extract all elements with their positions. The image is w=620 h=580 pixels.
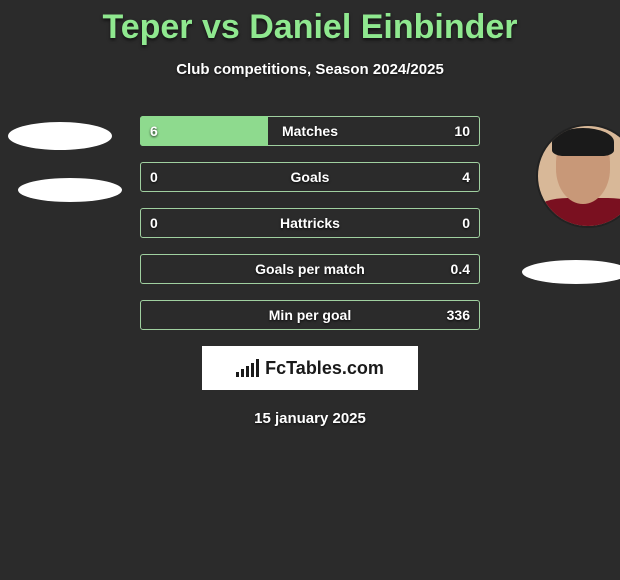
date-text: 15 january 2025 (0, 410, 620, 427)
stat-label: Hattricks (140, 208, 480, 238)
subtitle: Club competitions, Season 2024/2025 (0, 61, 620, 78)
stat-label: Goals per match (140, 254, 480, 284)
stat-label: Matches (140, 116, 480, 146)
stat-label: Goals (140, 162, 480, 192)
stat-right-value: 0.4 (451, 254, 470, 284)
logo-text: FcTables.com (265, 358, 384, 379)
stat-right-value: 336 (447, 300, 470, 330)
stat-row-min-per-goal: Min per goal 336 (140, 300, 480, 330)
page-title: Teper vs Daniel Einbinder (0, 0, 620, 47)
player-right-shadow (522, 260, 620, 284)
stat-right-value: 0 (462, 208, 470, 238)
stat-label: Min per goal (140, 300, 480, 330)
stat-row-goals: 0 Goals 4 (140, 162, 480, 192)
site-logo[interactable]: FcTables.com (202, 346, 418, 390)
stats-container: 6 Matches 10 0 Goals 4 0 Hattricks 0 Goa… (0, 116, 620, 330)
player-left-avatar (8, 122, 112, 150)
chart-icon (236, 359, 259, 377)
stat-row-matches: 6 Matches 10 (140, 116, 480, 146)
stat-right-value: 10 (454, 116, 470, 146)
stat-row-hattricks: 0 Hattricks 0 (140, 208, 480, 238)
stat-right-value: 4 (462, 162, 470, 192)
stat-row-goals-per-match: Goals per match 0.4 (140, 254, 480, 284)
player-left-shadow (18, 178, 122, 202)
